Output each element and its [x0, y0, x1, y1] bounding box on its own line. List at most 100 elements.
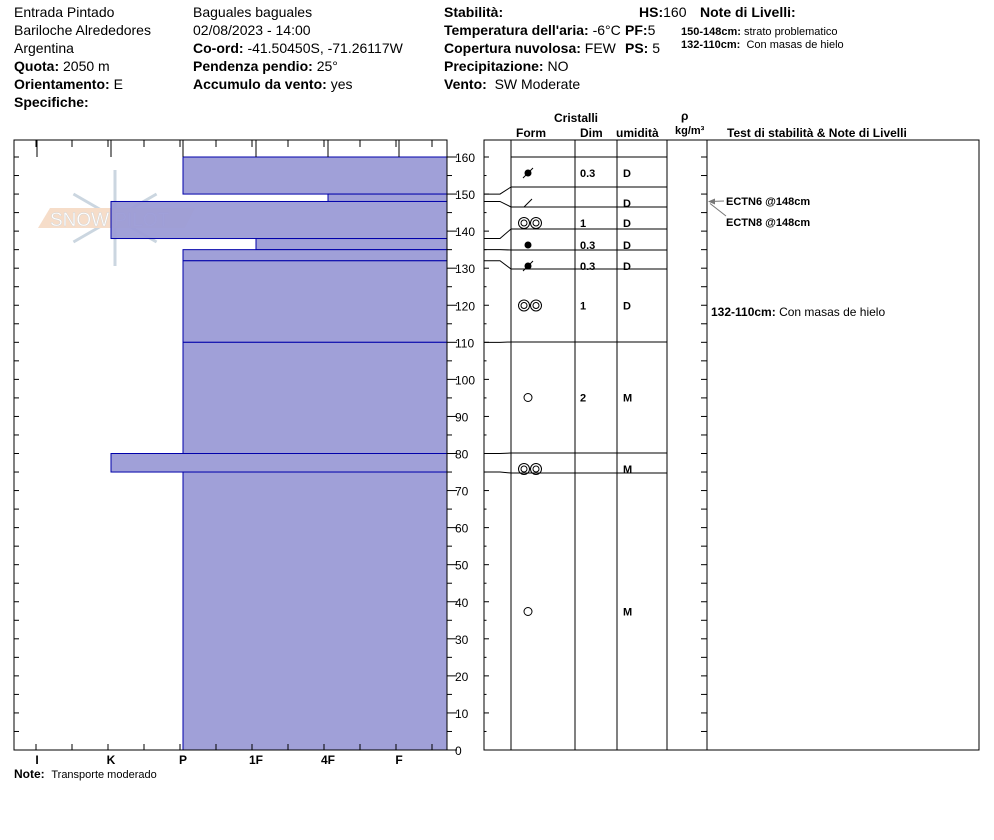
- moisture: D: [623, 240, 631, 252]
- y-tick-label: 160: [455, 151, 475, 165]
- y-tick-label: 20: [455, 670, 469, 684]
- layer-connector: [484, 200, 512, 208]
- arrow-head-icon: [708, 198, 715, 205]
- hardness-bar-2: [110, 200, 448, 240]
- tests-header: Test di stabilità & Note di Livelli: [727, 126, 907, 140]
- air-temperature: Temperatura dell'aria: -6°C: [444, 22, 621, 38]
- y-tick-label: 0: [455, 744, 462, 758]
- hardness-label-I: I: [35, 753, 38, 767]
- wind: Vento: SW Moderate: [444, 76, 581, 92]
- layer-connector: [484, 186, 512, 195]
- y-tick-label: 40: [455, 596, 469, 610]
- hardness-label-F: F: [395, 753, 402, 767]
- layer-connector: [484, 260, 512, 270]
- stability-test-result: ECTN8 @148cm: [726, 217, 810, 229]
- moisture-header: umidità: [616, 126, 659, 140]
- rho-header: ρ: [681, 109, 689, 123]
- layer-connector: [484, 228, 512, 240]
- hardness-label-K: K: [107, 753, 116, 767]
- aspect: Orientamento: E: [14, 76, 123, 92]
- form-header: Form: [516, 126, 546, 140]
- y-tick-label: 50: [455, 559, 469, 573]
- hardness-bar-5: [182, 260, 448, 343]
- melt-form-icon: [523, 393, 533, 402]
- y-tick-label: 10: [455, 707, 469, 721]
- size-header: Dim: [580, 126, 603, 140]
- hardness-bar-3: [255, 238, 448, 251]
- density-header: kg/m³: [675, 125, 705, 137]
- specifics-label: Specifiche:: [14, 94, 89, 110]
- ski-penetration: PS: 5: [625, 40, 661, 56]
- y-tick-label: 150: [455, 188, 475, 202]
- layer-note-1: 150-148cm: strato problematico: [681, 26, 838, 38]
- moisture: M: [623, 607, 632, 619]
- coordinates: Co-ord: -41.50450S, -71.26117W: [193, 40, 403, 56]
- grain-size: 1: [580, 218, 586, 230]
- wind-loading: Accumulo da vento: yes: [193, 76, 353, 92]
- layer-connector: [484, 471, 512, 474]
- hardness-frame: [13, 139, 448, 751]
- moisture: D: [623, 301, 631, 313]
- y-tick-label: 90: [455, 410, 469, 424]
- y-tick-label: 30: [455, 633, 469, 647]
- partly-decomposed-icon: [522, 167, 534, 179]
- test-arrow: [709, 203, 727, 217]
- grain-size: 1: [580, 301, 586, 313]
- fragmented-icon: [523, 198, 533, 208]
- y-tick-label: 120: [455, 299, 475, 313]
- elevation: Quota: 2050 m: [14, 58, 110, 74]
- footer-note: Note: Transporte moderado: [14, 767, 157, 781]
- y-tick-label: 100: [455, 373, 475, 387]
- slope-angle: Pendenza pendio: 25°: [193, 58, 338, 74]
- moisture: M: [623, 464, 632, 476]
- moisture: D: [623, 218, 631, 230]
- stability-label: Stabilità:: [444, 4, 504, 20]
- location-region: Bariloche Alrededores: [14, 22, 151, 38]
- layer-note-2: 132-110cm: Con masas de hielo: [681, 39, 844, 51]
- cloud-cover: Copertura nuvolosa: FEW: [444, 40, 616, 56]
- hardness-bar-8: [182, 471, 448, 751]
- grain-size: 0.3: [580, 261, 595, 273]
- moisture: D: [623, 261, 631, 273]
- y-tick-label: 130: [455, 262, 475, 276]
- crystal-table-frame: [483, 139, 980, 751]
- y-tick-label: 140: [455, 225, 475, 239]
- y-tick-label: 80: [455, 448, 469, 462]
- precipitation: Precipitazione: NO: [444, 58, 569, 74]
- grain-size: 0.3: [580, 240, 595, 252]
- y-tick-label: 110: [455, 336, 474, 350]
- date-time: 02/08/2023 - 14:00: [193, 22, 311, 38]
- grain-size: 2: [580, 393, 586, 405]
- layer-notes-title: Note di Livelli:: [700, 4, 796, 20]
- melt-form-icon: [523, 607, 533, 616]
- crystals-header: Cristalli: [554, 111, 599, 125]
- location-country: Argentina: [14, 40, 74, 56]
- moisture: M: [623, 393, 632, 405]
- hardness-bar-7: [110, 453, 448, 473]
- rounded-icon: [524, 241, 532, 249]
- location-name: Entrada Pintado: [14, 4, 115, 20]
- hardness-bar-0: [182, 156, 448, 195]
- hardness-label-4F: 4F: [321, 753, 335, 767]
- hardness-bar-6: [182, 341, 448, 454]
- melt-cluster-icon: [518, 299, 542, 312]
- grain-size: 0.3: [580, 168, 595, 180]
- y-tick-label: 60: [455, 522, 469, 536]
- snow-height: HS:160: [639, 4, 687, 20]
- hardness-label-P: P: [179, 753, 187, 767]
- hardness-label-1F: 1F: [249, 753, 263, 767]
- moisture: D: [623, 198, 631, 210]
- hardness-bar-4: [182, 249, 448, 262]
- melt-cluster-icon: [518, 463, 542, 475]
- moisture: D: [623, 168, 631, 180]
- melt-cluster-icon: [518, 217, 542, 229]
- foot-penetration: PF:5: [625, 22, 656, 38]
- layer-connector: [484, 452, 512, 454]
- hardness-bar-1: [327, 193, 448, 202]
- layer-note-on-chart: 132-110cm: Con masas de hielo: [711, 305, 885, 319]
- pit-name: Baguales baguales: [193, 4, 313, 20]
- stability-test-result: ECTN6 @148cm: [726, 196, 810, 208]
- y-tick-label: 70: [455, 485, 469, 499]
